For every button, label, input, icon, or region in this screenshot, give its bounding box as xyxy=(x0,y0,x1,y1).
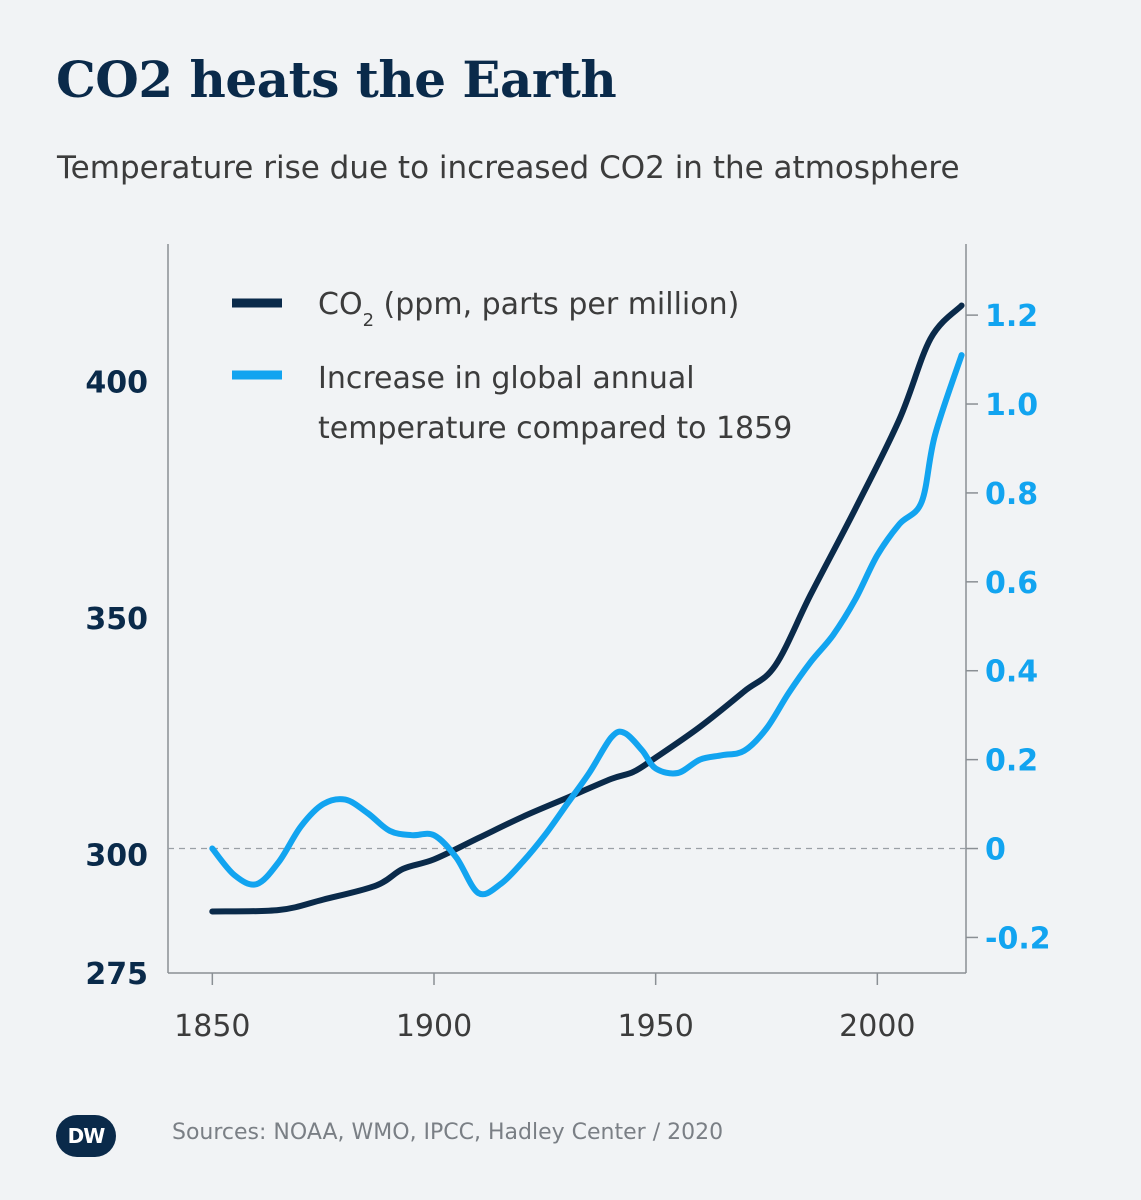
right-tick-label: 1.0 xyxy=(985,388,1038,423)
left-tick-label: 400 xyxy=(85,365,148,400)
footer: DW Sources: NOAA, WMO, IPCC, Hadley Cent… xyxy=(0,1110,1141,1160)
legend: CO2 (ppm, parts per million) Increase in… xyxy=(232,287,792,446)
right-tick-label: 0 xyxy=(985,833,1006,868)
x-axis-ticks: 1850 1900 1950 2000 xyxy=(174,973,916,1044)
x-tick-label: 1900 xyxy=(396,1009,472,1044)
left-tick-label: 300 xyxy=(85,839,148,874)
legend-label-temperature-line2: temperature compared to 1859 xyxy=(318,411,792,446)
left-tick-label: 350 xyxy=(85,602,148,637)
x-tick-label: 1950 xyxy=(617,1009,693,1044)
right-tick-label: 0.2 xyxy=(985,744,1038,779)
right-tick-label: 1.2 xyxy=(985,299,1038,334)
dw-logo: DW xyxy=(56,1115,116,1157)
chart-subtitle: Temperature rise due to increased CO2 in… xyxy=(57,150,960,186)
chart-title: CO2 heats the Earth xyxy=(56,50,617,109)
legend-label-temperature-line1: Increase in global annual xyxy=(318,361,695,396)
co2-series-line xyxy=(209,302,965,915)
temperature-series-line xyxy=(209,352,965,898)
right-tick-label: 0.6 xyxy=(985,566,1038,601)
legend-label-co2: CO2 (ppm, parts per million) xyxy=(318,287,739,331)
right-tick-label: -0.2 xyxy=(985,921,1051,956)
right-tick-label: 0.4 xyxy=(985,655,1038,690)
x-tick-label: 2000 xyxy=(839,1009,915,1044)
left-tick-label: 275 xyxy=(85,957,148,992)
source-note: Sources: NOAA, WMO, IPCC, Hadley Center … xyxy=(172,1120,724,1145)
right-tick-label: 0.8 xyxy=(985,477,1038,512)
left-axis-ticks: 275 300 350 400 xyxy=(85,365,148,992)
right-axis-ticks: -0.2 0 0.2 0.4 0.6 0.8 1.0 1.2 xyxy=(966,299,1051,956)
x-tick-label: 1850 xyxy=(174,1009,250,1044)
chart-area: 275 300 350 400 -0.2 0 0.2 0.4 0.6 0.8 1.0 1.2 185… xyxy=(85,244,1051,1044)
